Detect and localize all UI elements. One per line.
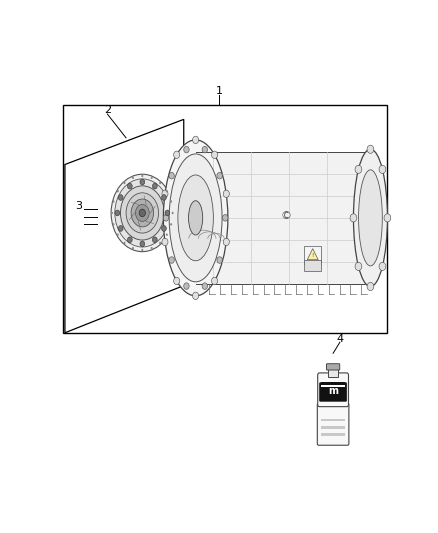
Text: !: ! bbox=[311, 253, 314, 258]
Ellipse shape bbox=[367, 282, 374, 290]
Ellipse shape bbox=[359, 170, 382, 266]
Circle shape bbox=[111, 212, 113, 214]
Circle shape bbox=[152, 237, 157, 243]
Bar bbox=[321, 382, 345, 384]
Circle shape bbox=[140, 241, 145, 247]
Circle shape bbox=[159, 182, 161, 184]
Circle shape bbox=[169, 257, 174, 263]
Circle shape bbox=[223, 215, 228, 221]
Circle shape bbox=[127, 237, 132, 243]
Circle shape bbox=[202, 147, 208, 153]
Circle shape bbox=[151, 247, 153, 249]
FancyBboxPatch shape bbox=[319, 383, 347, 401]
Circle shape bbox=[132, 247, 134, 249]
FancyBboxPatch shape bbox=[326, 364, 340, 370]
Circle shape bbox=[127, 183, 132, 189]
Circle shape bbox=[113, 200, 114, 203]
Ellipse shape bbox=[193, 292, 199, 300]
Bar bbox=[196, 151, 372, 284]
Circle shape bbox=[118, 195, 123, 200]
Bar bbox=[63, 105, 387, 333]
Ellipse shape bbox=[162, 238, 168, 246]
Circle shape bbox=[113, 223, 114, 225]
Circle shape bbox=[170, 223, 172, 225]
Circle shape bbox=[166, 190, 168, 192]
Ellipse shape bbox=[188, 201, 203, 235]
Ellipse shape bbox=[384, 214, 391, 222]
Ellipse shape bbox=[212, 151, 218, 158]
Circle shape bbox=[184, 147, 189, 153]
Bar bbox=[321, 418, 346, 422]
Bar bbox=[328, 367, 338, 377]
Circle shape bbox=[118, 225, 123, 231]
Circle shape bbox=[152, 183, 157, 189]
Ellipse shape bbox=[126, 193, 159, 233]
Ellipse shape bbox=[163, 140, 228, 296]
Ellipse shape bbox=[355, 165, 362, 173]
Bar bbox=[321, 384, 345, 387]
Text: 4: 4 bbox=[336, 334, 343, 344]
Ellipse shape bbox=[169, 154, 222, 282]
Ellipse shape bbox=[178, 175, 213, 261]
Circle shape bbox=[202, 283, 208, 289]
Ellipse shape bbox=[173, 151, 180, 158]
Circle shape bbox=[162, 225, 166, 231]
Circle shape bbox=[140, 179, 145, 185]
Circle shape bbox=[169, 172, 174, 179]
Ellipse shape bbox=[115, 179, 170, 247]
Bar bbox=[321, 433, 346, 436]
FancyBboxPatch shape bbox=[317, 403, 349, 445]
Circle shape bbox=[139, 209, 145, 217]
Circle shape bbox=[117, 233, 119, 236]
Bar bbox=[304, 260, 321, 271]
Ellipse shape bbox=[379, 165, 386, 173]
Circle shape bbox=[117, 190, 119, 192]
Ellipse shape bbox=[173, 277, 180, 285]
Ellipse shape bbox=[367, 145, 374, 154]
Circle shape bbox=[141, 175, 143, 177]
Ellipse shape bbox=[120, 186, 164, 240]
Ellipse shape bbox=[193, 136, 199, 143]
Bar bbox=[304, 246, 321, 264]
Ellipse shape bbox=[353, 149, 388, 286]
Ellipse shape bbox=[350, 214, 357, 222]
Ellipse shape bbox=[379, 262, 386, 270]
Text: 3: 3 bbox=[75, 200, 82, 211]
Circle shape bbox=[217, 257, 223, 263]
Circle shape bbox=[151, 176, 153, 179]
Circle shape bbox=[124, 182, 126, 184]
Circle shape bbox=[165, 210, 170, 216]
Circle shape bbox=[170, 200, 172, 203]
Circle shape bbox=[166, 233, 168, 236]
Polygon shape bbox=[307, 248, 318, 260]
Ellipse shape bbox=[111, 174, 173, 252]
Ellipse shape bbox=[135, 205, 149, 221]
Ellipse shape bbox=[162, 190, 168, 197]
Ellipse shape bbox=[223, 238, 230, 246]
FancyBboxPatch shape bbox=[318, 373, 349, 407]
Ellipse shape bbox=[212, 277, 218, 285]
Circle shape bbox=[124, 241, 126, 244]
Ellipse shape bbox=[355, 262, 362, 270]
Circle shape bbox=[141, 249, 143, 251]
Circle shape bbox=[162, 195, 166, 200]
Text: 2: 2 bbox=[104, 105, 111, 115]
Text: ©: © bbox=[280, 211, 291, 221]
Text: m: m bbox=[328, 386, 338, 396]
Circle shape bbox=[132, 176, 134, 179]
Ellipse shape bbox=[223, 190, 230, 197]
Circle shape bbox=[184, 283, 189, 289]
Ellipse shape bbox=[131, 199, 154, 227]
Bar bbox=[321, 426, 346, 429]
Text: 1: 1 bbox=[216, 86, 223, 95]
Circle shape bbox=[217, 172, 223, 179]
Circle shape bbox=[172, 212, 173, 214]
Circle shape bbox=[163, 215, 169, 221]
Circle shape bbox=[159, 241, 161, 244]
Circle shape bbox=[115, 210, 120, 216]
